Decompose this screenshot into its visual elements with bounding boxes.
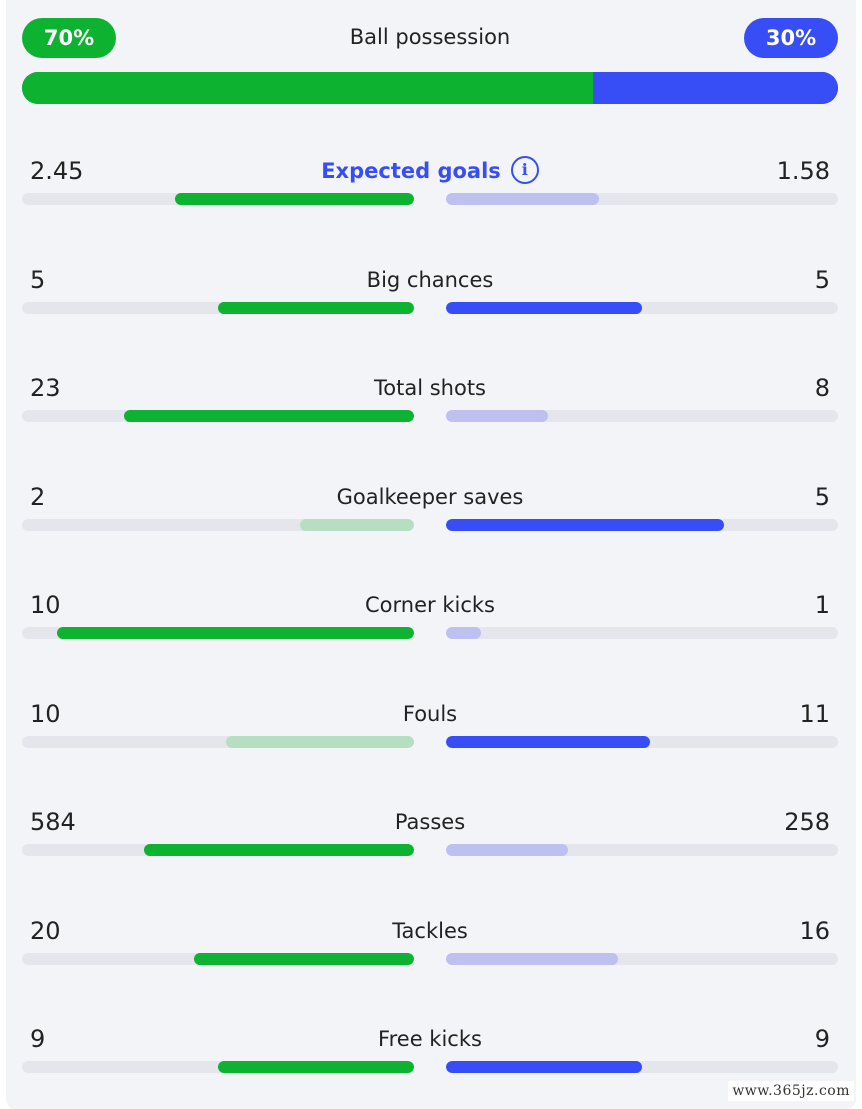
away-possession-segment bbox=[593, 72, 838, 104]
stat-row-goalkeeper-saves: 2 Goalkeeper saves 5 bbox=[22, 482, 838, 562]
away-bar-fill bbox=[446, 953, 618, 965]
away-bar-fill bbox=[446, 1061, 642, 1073]
home-value: 10 bbox=[30, 700, 61, 728]
away-bar-track bbox=[446, 193, 838, 205]
away-bar-track bbox=[446, 844, 838, 856]
stat-row-corner-kicks: 10 Corner kicks 1 bbox=[22, 590, 838, 670]
home-value: 2.45 bbox=[30, 157, 84, 185]
watermark: www.365jz.com bbox=[728, 1081, 854, 1101]
home-bar-track bbox=[22, 519, 414, 531]
stat-name-label: Passes bbox=[394, 810, 466, 834]
home-value: 23 bbox=[30, 374, 61, 402]
home-value: 584 bbox=[30, 808, 76, 836]
home-bar-fill bbox=[226, 736, 414, 748]
stat-row-tackles: 20 Tackles 16 bbox=[22, 916, 838, 996]
stat-name-label: Corner kicks bbox=[365, 593, 495, 617]
away-value: 258 bbox=[784, 808, 830, 836]
home-possession-pill: 70% bbox=[22, 18, 116, 58]
away-bar-fill bbox=[446, 302, 642, 314]
home-bar-track bbox=[22, 302, 414, 314]
home-bar-track bbox=[22, 410, 414, 422]
stat-name[interactable]: Expected goals i bbox=[22, 156, 838, 186]
ball-possession-bar bbox=[22, 72, 838, 104]
home-bar-track bbox=[22, 193, 414, 205]
away-bar-fill bbox=[446, 844, 568, 856]
ball-possession-title: Ball possession bbox=[349, 25, 511, 49]
stat-row-total-shots: 23 Total shots 8 bbox=[22, 373, 838, 453]
home-bar-track bbox=[22, 736, 414, 748]
home-value: 9 bbox=[30, 1025, 46, 1053]
away-value: 1.58 bbox=[776, 157, 830, 185]
stat-name: Corner kicks bbox=[22, 592, 838, 618]
ball-possession-header: 70% Ball possession 30% bbox=[22, 18, 838, 60]
stat-name: Tackles bbox=[22, 918, 838, 944]
away-value: 5 bbox=[814, 483, 830, 511]
away-bar-fill bbox=[446, 410, 548, 422]
stat-name-label: Tackles bbox=[392, 919, 468, 943]
match-statistics-panel bbox=[6, 0, 856, 1109]
away-bar-track bbox=[446, 1061, 838, 1073]
stat-name-label[interactable]: Expected goals bbox=[321, 159, 501, 183]
away-value: 5 bbox=[814, 266, 830, 294]
away-bar-track bbox=[446, 410, 838, 422]
away-value: 8 bbox=[814, 374, 830, 402]
away-bar-track bbox=[446, 302, 838, 314]
away-bar-fill bbox=[446, 627, 481, 639]
home-bar-track bbox=[22, 953, 414, 965]
away-bar-fill bbox=[446, 736, 650, 748]
away-value: 16 bbox=[799, 917, 830, 945]
stat-row-passes: 584 Passes 258 bbox=[22, 807, 838, 887]
stat-name-label: Free kicks bbox=[378, 1027, 482, 1051]
stat-name: Fouls bbox=[22, 701, 838, 727]
away-bar-track bbox=[446, 953, 838, 965]
stat-row-fouls: 10 Fouls 11 bbox=[22, 699, 838, 779]
home-value: 10 bbox=[30, 591, 61, 619]
away-bar-fill bbox=[446, 193, 599, 205]
home-bar-fill bbox=[57, 627, 414, 639]
away-bar-fill bbox=[446, 519, 724, 531]
home-bar-fill bbox=[218, 1061, 414, 1073]
home-bar-track bbox=[22, 844, 414, 856]
stat-name: Big chances bbox=[22, 267, 838, 293]
home-bar-fill bbox=[300, 519, 414, 531]
stat-row-free-kicks: 9 Free kicks 9 bbox=[22, 1024, 838, 1104]
stat-name: Free kicks bbox=[22, 1026, 838, 1052]
away-value: 1 bbox=[814, 591, 830, 619]
home-value: 20 bbox=[30, 917, 61, 945]
stat-name: Goalkeeper saves bbox=[22, 484, 838, 510]
info-icon[interactable]: i bbox=[510, 156, 539, 184]
home-value: 2 bbox=[30, 483, 46, 511]
home-bar-fill bbox=[175, 193, 414, 205]
home-bar-fill bbox=[144, 844, 414, 856]
stat-name-label: Goalkeeper saves bbox=[336, 485, 524, 509]
home-bar-fill bbox=[194, 953, 414, 965]
stat-name: Total shots bbox=[22, 375, 838, 401]
home-bar-track bbox=[22, 1061, 414, 1073]
home-value: 5 bbox=[30, 266, 46, 294]
away-possession-pill: 30% bbox=[744, 18, 838, 58]
stat-name-label: Fouls bbox=[402, 702, 458, 726]
home-bar-fill bbox=[124, 410, 414, 422]
away-value: 9 bbox=[814, 1025, 830, 1053]
home-bar-fill bbox=[218, 302, 414, 314]
stat-row-big-chances: 5 Big chances 5 bbox=[22, 265, 838, 345]
away-bar-track bbox=[446, 519, 838, 531]
away-bar-track bbox=[446, 627, 838, 639]
stat-name: Passes bbox=[22, 809, 838, 835]
away-value: 11 bbox=[799, 700, 830, 728]
stat-name-label: Total shots bbox=[374, 376, 486, 400]
home-possession-segment bbox=[22, 72, 594, 104]
away-bar-track bbox=[446, 736, 838, 748]
stat-row-expected-goals[interactable]: 2.45 Expected goals i 1.58 bbox=[22, 156, 838, 236]
home-bar-track bbox=[22, 627, 414, 639]
stat-name-label: Big chances bbox=[366, 268, 494, 292]
